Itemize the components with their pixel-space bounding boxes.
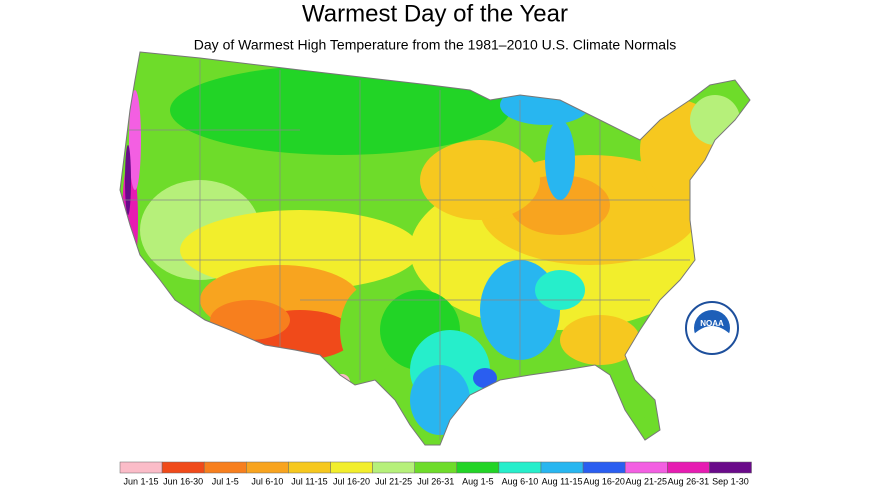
legend-label: Aug 26-31 xyxy=(668,476,710,486)
legend-label: Aug 16-20 xyxy=(583,476,625,486)
legend-swatch xyxy=(582,461,626,474)
legend-swatch xyxy=(667,461,710,474)
legend-label: Jul 21-25 xyxy=(375,476,412,486)
legend-label: Jul 16-20 xyxy=(333,476,370,486)
legend-swatch xyxy=(161,461,205,474)
legend-swatch xyxy=(372,461,415,474)
region xyxy=(129,90,141,190)
legend-swatch xyxy=(288,461,331,474)
logo-text: NOAA xyxy=(700,319,724,328)
noaa-logo: NOAA xyxy=(685,301,739,355)
region xyxy=(690,95,740,145)
state-borders xyxy=(120,60,700,440)
region xyxy=(535,270,585,310)
legend-swatch xyxy=(624,461,668,474)
legend-label: Jul 11-15 xyxy=(291,476,327,486)
legend-label: Jun 1-15 xyxy=(124,476,159,486)
legend-label: Aug 6-10 xyxy=(502,476,539,486)
legend-label: Jul 26-31 xyxy=(417,476,454,486)
region xyxy=(210,300,290,340)
region xyxy=(545,120,575,200)
legend-label: Aug 11-15 xyxy=(542,476,583,486)
legend-swatch xyxy=(540,461,584,474)
region xyxy=(170,65,510,155)
legend-label: Jul 6-10 xyxy=(251,476,283,486)
legend-label: Jul 1-5 xyxy=(212,476,239,486)
legend-swatch xyxy=(709,461,752,474)
legend-swatch xyxy=(498,461,542,474)
legend-swatch xyxy=(246,461,289,474)
legend-label: Sep 1-30 xyxy=(712,476,749,486)
legend-swatch xyxy=(203,461,247,474)
legend-swatch xyxy=(330,461,373,474)
legend-label: Jun 16-30 xyxy=(163,476,203,486)
legend: Jun 1-15 Jun 16-30 Jul 1-5 Jul 6-10 Jul 11-1… xyxy=(119,461,752,486)
region xyxy=(500,85,590,125)
subtitle: Day of Warmest High Temperature from the… xyxy=(194,37,676,53)
legend-swatch xyxy=(414,461,458,474)
legend-swatch xyxy=(456,461,500,474)
legend-swatch xyxy=(119,461,163,474)
legend-label: Aug 1-5 xyxy=(462,476,494,486)
title: Warmest Day of the Year xyxy=(302,0,568,27)
region xyxy=(125,145,131,215)
region xyxy=(473,368,497,388)
legend-label: Aug 21-25 xyxy=(625,476,667,486)
region xyxy=(340,285,400,375)
region xyxy=(420,140,540,220)
